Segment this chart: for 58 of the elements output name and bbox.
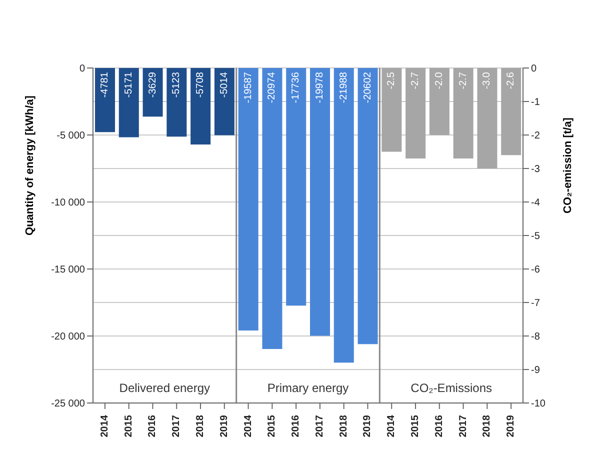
x-tick-label: 2015 <box>266 414 278 438</box>
x-tick-label: 2019 <box>218 414 230 438</box>
data-label: -3629 <box>147 72 158 98</box>
y2-tick-label: -8 <box>531 332 540 343</box>
x-tick-label: 2016 <box>434 414 445 438</box>
x-tick-label: 2014 <box>99 414 110 438</box>
y2-axis-title: CO₂-emission [t/a] <box>562 117 574 214</box>
data-label: -5123 <box>171 72 182 98</box>
data-label: -5708 <box>195 72 206 98</box>
y2-tick-label: -5 <box>531 231 540 242</box>
y-axis-title: Quantity of energy [kWh/a] <box>24 95 36 236</box>
data-label: -20602 <box>362 72 374 104</box>
data-label: -2.7 <box>458 72 469 90</box>
x-tick-label: 2015 <box>123 414 134 438</box>
y-tick-label: 0 <box>79 64 86 75</box>
x-tick-label: 2016 <box>290 414 302 438</box>
x-tick-label: 2019 <box>362 414 374 438</box>
x-tick-label: 2018 <box>195 414 206 438</box>
y2-tick-label: -7 <box>531 298 540 310</box>
data-label: -2.6 <box>506 72 517 90</box>
data-label: -19587 <box>242 72 254 104</box>
data-label: -20974 <box>266 72 278 104</box>
data-label: -19978 <box>314 72 326 104</box>
y2-tick-label: -1 <box>531 97 540 108</box>
annotation: CO₂-Emissions <box>410 381 492 396</box>
x-tick-label: 2017 <box>171 414 182 438</box>
annotation: Delivered energy <box>119 381 210 396</box>
x-tick-label: 2018 <box>482 414 493 438</box>
y2-tick-label: -2 <box>531 130 540 142</box>
x-tick-label: 2017 <box>314 414 326 438</box>
y-tick-label: -5 000 <box>56 130 86 142</box>
data-label: -2.5 <box>386 72 398 90</box>
y-tick-label: -20 000 <box>51 332 86 343</box>
data-label: -21988 <box>338 72 350 104</box>
x-tick-label: 2018 <box>338 414 350 438</box>
y-tick-label: -15 000 <box>51 264 86 276</box>
y2-tick-label: 0 <box>531 64 537 75</box>
x-tick-label: 2015 <box>410 414 421 438</box>
data-label: -4781 <box>100 72 110 98</box>
y-tick-label: -10 000 <box>51 198 86 209</box>
data-label: -2.0 <box>434 72 445 90</box>
data-label: -17736 <box>290 72 302 104</box>
x-tick-label: 2019 <box>506 414 517 438</box>
data-label: -2.7 <box>410 72 422 90</box>
y2-tick-label: -10 <box>531 398 546 410</box>
y2-tick-label: -9 <box>531 365 540 376</box>
y-tick-label: -25 000 <box>51 398 86 410</box>
x-tick-label: 2017 <box>458 414 469 438</box>
data-label: -3.0 <box>482 72 493 90</box>
y2-tick-label: -6 <box>531 264 540 276</box>
y2-tick-label: -3 <box>531 164 540 176</box>
x-tick-label: 2016 <box>147 414 158 438</box>
x-tick-label: 2014 <box>242 414 254 438</box>
data-label: -5014 <box>218 72 230 98</box>
annotation: Primary energy <box>267 381 349 396</box>
data-label: -5171 <box>123 72 134 98</box>
y2-tick-label: -4 <box>531 198 540 209</box>
x-tick-label: 2014 <box>386 414 398 438</box>
